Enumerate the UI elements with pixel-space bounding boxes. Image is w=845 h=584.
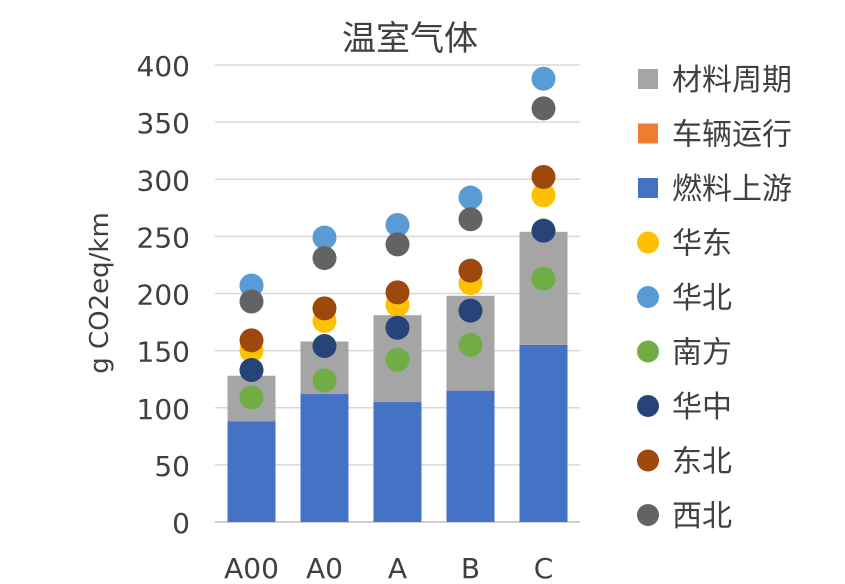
data-point	[531, 266, 556, 291]
bar-segment	[519, 344, 568, 522]
x-tick-label: A	[388, 552, 407, 584]
chart-title: 温室气体	[342, 19, 478, 59]
data-point	[458, 185, 483, 210]
y-tick-label: 400	[137, 50, 190, 83]
data-point	[458, 298, 483, 323]
legend-swatch	[638, 178, 658, 198]
data-point	[312, 225, 337, 250]
legend-label: 西北	[672, 499, 732, 534]
data-point	[531, 183, 556, 208]
points	[239, 66, 556, 410]
data-point	[239, 328, 264, 353]
y-tick-label: 250	[137, 221, 190, 254]
legend-marker	[637, 449, 659, 472]
data-point	[312, 368, 337, 393]
bar-segment	[446, 390, 495, 522]
data-point	[239, 385, 264, 410]
data-point	[385, 347, 410, 372]
y-tick-label: 0	[172, 507, 190, 540]
data-point	[385, 315, 410, 340]
legend-label: 南方	[672, 336, 732, 371]
data-point	[531, 96, 556, 121]
legend-marker	[637, 504, 659, 526]
legend-marker	[637, 231, 659, 254]
data-point	[385, 232, 410, 257]
bars	[227, 231, 568, 522]
data-point	[385, 212, 410, 237]
x-tick-label: A00	[224, 552, 279, 584]
bar-segment	[300, 394, 349, 522]
bar-segment	[227, 421, 276, 522]
axes: 0 50 100 150 200 250 300 350 400 A00 A0 A B C	[137, 50, 554, 584]
legend-label: 车辆运行	[672, 118, 792, 153]
legend-marker	[637, 286, 659, 308]
data-point	[239, 289, 264, 314]
x-tick-label: A0	[306, 552, 343, 584]
legend-label: 华北	[672, 281, 732, 316]
legend-label: 东北	[672, 445, 732, 480]
data-point	[531, 164, 556, 189]
legend-label: 材料周期	[672, 63, 792, 98]
bar-segment	[373, 402, 422, 522]
data-point	[385, 280, 410, 305]
x-tick-label: C	[534, 552, 554, 584]
legend-label: 燃料上游	[672, 172, 792, 207]
y-tick-label: 200	[137, 279, 190, 312]
data-point	[312, 334, 337, 359]
legend-swatch	[638, 123, 658, 144]
legend-marker	[637, 340, 659, 363]
data-point	[458, 332, 483, 357]
data-point	[458, 258, 483, 283]
legend-label: 华中	[672, 390, 732, 425]
legend-label: 华东	[672, 227, 732, 262]
data-point	[531, 66, 556, 91]
y-tick-label: 100	[137, 393, 190, 426]
y-axis-label: g CO2eq/km	[85, 212, 115, 374]
y-tick-label: 300	[137, 164, 190, 197]
data-point	[458, 207, 483, 232]
y-tick-label: 350	[137, 107, 190, 140]
legend-swatch	[638, 69, 658, 89]
data-point	[239, 358, 264, 383]
x-tick-label: B	[461, 552, 480, 584]
y-tick-label: 150	[137, 336, 190, 369]
data-point	[312, 246, 337, 271]
data-point	[312, 296, 337, 321]
data-point	[531, 218, 556, 243]
legend-marker	[637, 395, 659, 417]
y-tick-label: 50	[154, 450, 190, 483]
